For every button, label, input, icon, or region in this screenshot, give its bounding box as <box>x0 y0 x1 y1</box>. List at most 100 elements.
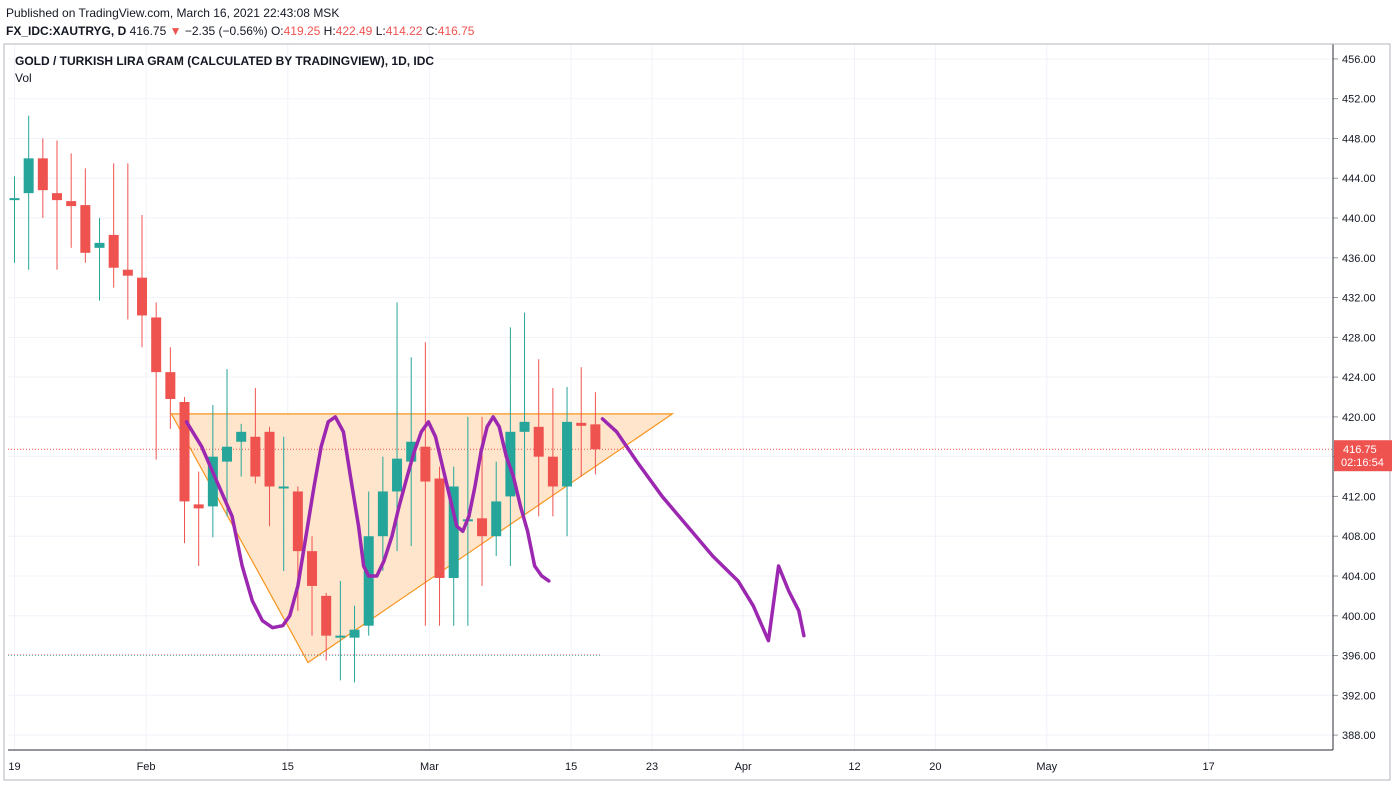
grid-lines <box>8 44 1333 750</box>
candle-down <box>122 163 133 320</box>
candle-up <box>491 461 502 557</box>
candle-body <box>108 234 119 268</box>
candle-up <box>94 218 105 301</box>
symbol-label: FX_IDC:XAUTRYG, D <box>6 24 127 38</box>
candle-body <box>193 504 204 509</box>
y-tick-label: 428.00 <box>1342 332 1376 344</box>
chart-header: Published on TradingView.com, March 16, … <box>6 4 474 40</box>
candle-down <box>151 302 162 460</box>
x-tick-label: Mar <box>420 761 439 773</box>
candle-body <box>278 486 289 489</box>
price-badge-box <box>1334 440 1392 472</box>
x-tick-label: 19 <box>8 761 20 773</box>
price-badge-price: 416.75 <box>1343 444 1377 456</box>
candle-down <box>420 342 431 626</box>
candle-up <box>23 115 34 270</box>
candle-body <box>151 317 162 373</box>
down-arrow-icon: ▼ <box>169 24 182 38</box>
candle-up <box>519 312 530 527</box>
candle-up <box>335 580 346 681</box>
x-tick-label: 23 <box>646 761 658 773</box>
candle-body <box>392 458 403 492</box>
candle-up <box>363 491 374 636</box>
candle-body <box>307 551 318 586</box>
y-tick-label: 396.00 <box>1342 651 1376 663</box>
x-tick-label: 15 <box>282 761 294 773</box>
y-tick-label: 432.00 <box>1342 293 1376 305</box>
candle-down <box>307 536 318 636</box>
y-tick-label: 444.00 <box>1342 173 1376 185</box>
y-tick-label: 404.00 <box>1342 571 1376 583</box>
projection-path-main <box>184 415 551 630</box>
candle-body <box>37 158 48 191</box>
close-label: C: <box>425 24 438 38</box>
candle-down <box>165 347 176 429</box>
published-line: Published on TradingView.com, March 16, … <box>6 6 340 20</box>
candle-up <box>505 327 516 567</box>
triangle-layer <box>170 413 675 664</box>
candle-body <box>533 426 544 457</box>
candle-down <box>137 215 148 348</box>
candle-body <box>448 486 459 578</box>
candle-body <box>122 269 133 276</box>
y-tick-label: 392.00 <box>1342 690 1376 702</box>
candle-down <box>321 592 332 661</box>
y-tick-label: 452.00 <box>1342 94 1376 106</box>
candle-body <box>477 518 488 537</box>
candle-body <box>80 205 91 253</box>
candle-body <box>547 456 558 487</box>
x-tick-label: May <box>1036 761 1057 773</box>
candle-up <box>349 605 360 683</box>
high-value: 422.49 <box>335 24 373 38</box>
y-tick-label: 448.00 <box>1342 133 1376 145</box>
candle-down <box>52 140 63 270</box>
candle-body <box>321 595 332 636</box>
chart-frame <box>3 43 1391 781</box>
candle-body <box>250 436 261 477</box>
candle-body <box>519 421 530 432</box>
ohlc-line: FX_IDC:XAUTRYG, D 416.75 ▼ −2.35 (−0.56%… <box>6 22 474 40</box>
candle-body <box>236 431 247 442</box>
candle-body <box>292 491 303 552</box>
y-tick-label: 440.00 <box>1342 213 1376 225</box>
candle-down <box>66 153 77 248</box>
candle-down <box>108 163 119 288</box>
price-badge-countdown: 02:16:54 <box>1341 457 1384 469</box>
candle-down <box>80 168 91 263</box>
candle-down <box>179 397 190 544</box>
y-tick-label: 424.00 <box>1342 372 1376 384</box>
y-tick-label: 388.00 <box>1342 730 1376 742</box>
candle-down <box>434 466 445 626</box>
candle-body <box>377 491 388 537</box>
candle-body <box>590 424 601 450</box>
high-label: H: <box>323 24 336 38</box>
legend-vol: Vol <box>15 71 32 85</box>
candle-body <box>222 446 233 462</box>
y-tick-label: 420.00 <box>1342 412 1376 424</box>
candle-body <box>491 501 502 537</box>
projection-layer <box>184 415 806 643</box>
candle-down <box>590 392 601 475</box>
candle-down <box>264 426 275 527</box>
candle-body <box>9 198 20 201</box>
candle-body <box>207 456 218 507</box>
y-tick-label: 436.00 <box>1342 253 1376 265</box>
candle-down <box>193 471 204 567</box>
candle-up <box>562 387 573 537</box>
y-tick-label: 456.00 <box>1342 54 1376 66</box>
x-tick-label: 12 <box>848 761 860 773</box>
axes: 456.00 452.00 448.00 444.00 440.00 436.00 432.… <box>3 43 1391 781</box>
candle-down <box>576 367 587 477</box>
candle-down <box>250 388 261 484</box>
open-label: O: <box>270 24 284 38</box>
low-label: L: <box>375 24 386 38</box>
low-value: 414.22 <box>385 24 423 38</box>
candle-body <box>165 372 176 399</box>
open-value: 419.25 <box>283 24 321 38</box>
x-tick-label: 17 <box>1203 761 1215 773</box>
x-tick-label: 20 <box>929 761 941 773</box>
x-tick-label: Apr <box>735 761 752 773</box>
close-value: 416.75 <box>437 24 475 38</box>
